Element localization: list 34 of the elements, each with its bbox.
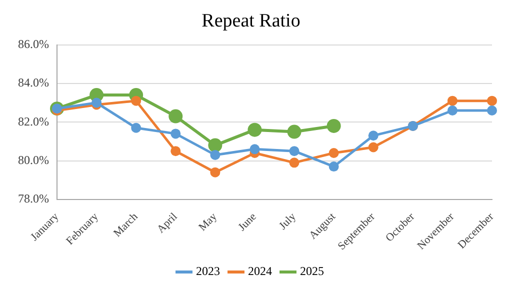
x-tick-label: July xyxy=(276,210,299,232)
x-tick-label: May xyxy=(196,210,220,234)
point xyxy=(289,158,300,168)
chart-title: Repeat Ratio xyxy=(202,10,300,32)
point xyxy=(368,142,378,152)
point xyxy=(210,167,220,178)
point xyxy=(250,144,260,154)
y-tick-label: 82.0% xyxy=(18,114,49,128)
point xyxy=(487,96,497,106)
y-tick-label: 86.0% xyxy=(18,36,49,51)
point xyxy=(170,146,181,156)
point xyxy=(248,122,262,137)
x-tick-label: June xyxy=(236,210,259,234)
point xyxy=(170,128,181,139)
y-tick-label: 80.0% xyxy=(18,152,49,167)
point xyxy=(208,138,222,152)
y-tick-label: 84.0% xyxy=(18,76,49,90)
point xyxy=(168,109,183,124)
legend-label: 2023 xyxy=(196,264,220,278)
point xyxy=(447,96,458,106)
point xyxy=(131,96,142,106)
point xyxy=(328,148,339,158)
point xyxy=(289,146,300,156)
point xyxy=(210,150,220,160)
point xyxy=(447,106,458,116)
point xyxy=(287,124,302,139)
legend-label: 2024 xyxy=(248,264,272,278)
y-tick-label: 78.0% xyxy=(18,192,49,206)
point xyxy=(328,162,339,172)
legend-label: 2025 xyxy=(300,264,324,278)
point xyxy=(326,118,341,133)
point xyxy=(487,106,497,116)
point xyxy=(368,130,378,141)
point xyxy=(131,122,142,133)
